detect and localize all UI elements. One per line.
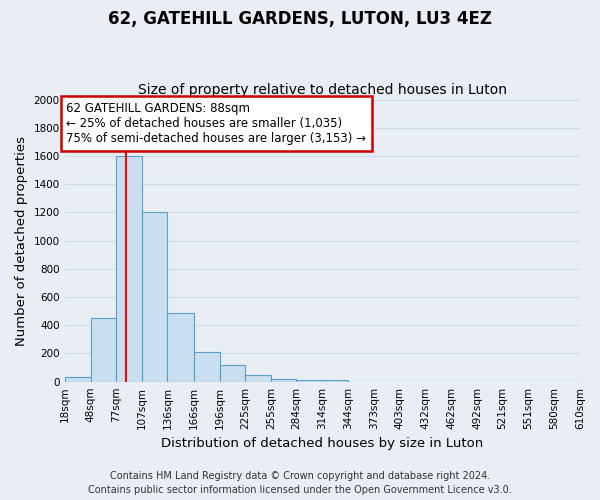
- Text: Contains HM Land Registry data © Crown copyright and database right 2024.
Contai: Contains HM Land Registry data © Crown c…: [88, 471, 512, 495]
- Bar: [245, 376, 271, 382]
- Bar: [91, 318, 116, 382]
- X-axis label: Distribution of detached houses by size in Luton: Distribution of detached houses by size …: [161, 437, 484, 450]
- Bar: [193, 352, 220, 382]
- Text: 62 GATEHILL GARDENS: 88sqm
← 25% of detached houses are smaller (1,035)
75% of s: 62 GATEHILL GARDENS: 88sqm ← 25% of deta…: [67, 102, 367, 146]
- Y-axis label: Number of detached properties: Number of detached properties: [15, 136, 28, 346]
- Bar: [167, 312, 194, 382]
- Bar: [220, 365, 245, 382]
- Bar: [271, 379, 296, 382]
- Text: 62, GATEHILL GARDENS, LUTON, LU3 4EZ: 62, GATEHILL GARDENS, LUTON, LU3 4EZ: [108, 10, 492, 28]
- Bar: [65, 378, 91, 382]
- Bar: [142, 212, 167, 382]
- Bar: [296, 380, 322, 382]
- Bar: [116, 156, 142, 382]
- Title: Size of property relative to detached houses in Luton: Size of property relative to detached ho…: [138, 83, 507, 97]
- Bar: [322, 380, 349, 382]
